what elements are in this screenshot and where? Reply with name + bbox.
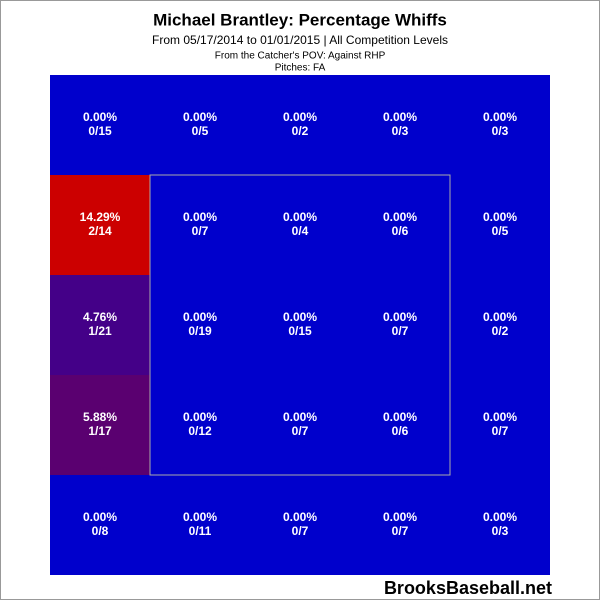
count-label: 2/14 <box>88 224 112 238</box>
cell <box>150 275 250 375</box>
cell <box>450 375 550 475</box>
count-label: 0/7 <box>492 424 509 438</box>
cell <box>250 175 350 275</box>
count-label: 0/19 <box>188 324 212 338</box>
cell <box>350 475 450 575</box>
chart-title: Michael Brantley: Percentage Whiffs <box>153 10 447 29</box>
count-label: 0/2 <box>292 124 309 138</box>
count-label: 0/7 <box>292 424 309 438</box>
cell <box>50 275 150 375</box>
cell <box>450 75 550 175</box>
count-label: 1/17 <box>88 424 112 438</box>
count-label: 0/5 <box>192 124 209 138</box>
value-label: 0.00% <box>83 510 117 524</box>
count-label: 0/6 <box>392 424 409 438</box>
count-label: 0/4 <box>292 224 309 238</box>
cell <box>350 175 450 275</box>
value-label: 0.00% <box>283 410 317 424</box>
count-label: 0/5 <box>492 224 509 238</box>
cell <box>450 275 550 375</box>
chart-subtitle: From 05/17/2014 to 01/01/2015 | All Comp… <box>152 33 448 47</box>
cell <box>350 375 450 475</box>
cell <box>50 475 150 575</box>
value-label: 0.00% <box>483 110 517 124</box>
count-label: 0/15 <box>88 124 112 138</box>
value-label: 0.00% <box>283 310 317 324</box>
value-label: 0.00% <box>183 210 217 224</box>
cell <box>150 75 250 175</box>
value-label: 0.00% <box>383 510 417 524</box>
cell <box>50 375 150 475</box>
value-label: 0.00% <box>183 110 217 124</box>
cell <box>350 75 450 175</box>
value-label: 0.00% <box>483 410 517 424</box>
value-label: 14.29% <box>80 210 121 224</box>
value-label: 0.00% <box>183 410 217 424</box>
watermark: BrooksBaseball.net <box>384 578 552 598</box>
value-label: 0.00% <box>483 210 517 224</box>
count-label: 0/3 <box>492 124 509 138</box>
cell <box>250 75 350 175</box>
value-label: 0.00% <box>383 210 417 224</box>
cell <box>450 475 550 575</box>
count-label: 0/8 <box>92 524 109 538</box>
value-label: 5.88% <box>83 410 117 424</box>
count-label: 0/12 <box>188 424 212 438</box>
value-label: 0.00% <box>183 310 217 324</box>
note: From the Catcher's POV: Against RHP <box>215 51 386 62</box>
cell <box>150 475 250 575</box>
cell <box>250 475 350 575</box>
note: Pitches: FA <box>275 63 326 74</box>
value-label: 0.00% <box>183 510 217 524</box>
count-label: 0/3 <box>392 124 409 138</box>
cell <box>150 175 250 275</box>
count-label: 0/3 <box>492 524 509 538</box>
value-label: 4.76% <box>83 310 117 324</box>
value-label: 0.00% <box>483 310 517 324</box>
count-label: 0/15 <box>288 324 312 338</box>
value-label: 0.00% <box>383 410 417 424</box>
value-label: 0.00% <box>283 510 317 524</box>
value-label: 0.00% <box>283 210 317 224</box>
cell <box>450 175 550 275</box>
count-label: 0/7 <box>292 524 309 538</box>
count-label: 0/7 <box>392 524 409 538</box>
value-label: 0.00% <box>83 110 117 124</box>
cell <box>350 275 450 375</box>
cell <box>250 375 350 475</box>
count-label: 0/2 <box>492 324 509 338</box>
count-label: 0/7 <box>392 324 409 338</box>
strike-zone <box>149 174 451 476</box>
cell <box>150 375 250 475</box>
grid: 0.00%0/150.00%0/50.00%0/20.00%0/30.00%0/… <box>50 75 550 575</box>
value-label: 0.00% <box>383 110 417 124</box>
count-label: 0/6 <box>392 224 409 238</box>
value-label: 0.00% <box>383 310 417 324</box>
count-label: 0/11 <box>189 524 212 538</box>
value-label: 0.00% <box>483 510 517 524</box>
value-label: 0.00% <box>283 110 317 124</box>
cell <box>50 75 150 175</box>
count-label: 1/21 <box>88 324 112 338</box>
cell <box>250 275 350 375</box>
cell <box>50 175 150 275</box>
count-label: 0/7 <box>192 224 209 238</box>
